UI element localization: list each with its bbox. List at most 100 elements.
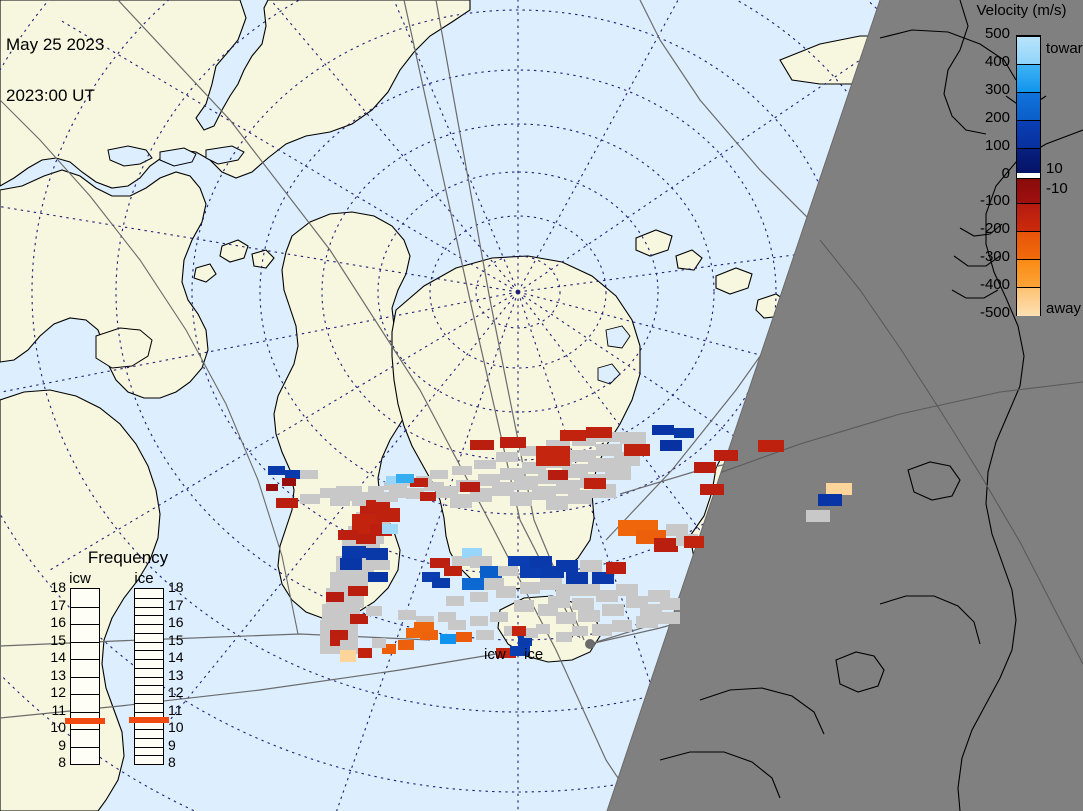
velocity-cell [282,478,296,486]
velocity-cell [416,616,434,626]
frequency-tick-left-13: 13 [50,666,66,683]
velocity-cell [674,428,694,438]
velocity-cell [398,488,418,498]
frequency-gridline [135,676,163,678]
frequency-gridline [135,606,163,608]
velocity-zero-lower-label: -10 [1046,180,1068,197]
velocity-tick--400: -400 [979,276,1010,294]
velocity-cell [592,624,612,636]
frequency-gridline [71,711,99,713]
velocity-cell [560,430,586,441]
velocity-cell [382,524,398,534]
frequency-legend-title: Frequency [87,548,169,567]
timestamp-time: 2023:00 UT [6,86,95,105]
velocity-tick-200: 200 [984,108,1010,126]
velocity-cell [420,630,438,640]
velocity-cell [340,640,354,650]
velocity-cell [514,600,534,612]
frequency-gridline [135,711,163,713]
frequency-tick-right-8: 8 [168,754,176,770]
frequency-marker-ice [129,717,169,724]
velocity-cell [432,578,450,588]
velocity-band-10 [1017,287,1040,316]
velocity-cell [372,638,386,648]
frequency-tick-right-15: 15 [168,631,184,648]
velocity-cell [330,630,348,640]
velocity-cell [430,558,450,568]
frequency-tick-left-8: 8 [58,754,66,770]
velocity-band-0 [1017,36,1040,65]
velocity-cell [340,558,362,570]
velocity-cell [580,560,602,572]
map-limb [0,99,299,635]
frequency-gridline [135,702,163,704]
frequency-tick-right-13: 13 [168,666,184,683]
frequency-gridline [135,615,163,617]
velocity-cell [572,626,588,636]
velocity-cell [460,482,480,492]
frequency-gridline [135,659,163,660]
velocity-cell [450,494,472,508]
velocity-cell [496,586,516,598]
frequency-bar-label-ice: ice [134,570,154,587]
velocity-cell [546,440,570,450]
velocity-cell [326,592,344,602]
velocity-band-1 [1017,63,1040,93]
frequency-bar-label-icw: icw [69,570,91,587]
frequency-tick-left-14: 14 [50,649,66,665]
velocity-tick-0: 0 [1001,164,1010,182]
velocity-tick-500: 500 [984,25,1010,42]
velocity-cell [444,566,462,576]
velocity-cell [530,556,552,568]
frequency-gridline [71,676,99,678]
velocity-cell [448,620,466,630]
velocity-cell [382,644,396,654]
velocity-cell [398,640,414,650]
frequency-tick-right-12: 12 [168,684,184,700]
frequency-tick-right-17: 17 [168,596,184,613]
velocity-cell [658,612,680,624]
velocity-band-5 [1017,172,1040,179]
velocity-tick--500: -500 [979,304,1010,321]
velocity-cell [462,548,482,558]
velocity-cell [612,620,632,632]
velocity-cell [660,440,682,451]
velocity-cell [422,572,440,582]
velocity-cell [520,446,544,456]
velocity-cell [498,566,518,576]
velocity-cell [490,612,508,622]
velocity-cell [596,590,618,602]
velocity-cell [470,592,488,602]
timestamp-date: May 25 2023 [6,35,105,54]
frequency-tick-left-16: 16 [50,614,66,630]
velocity-cell [376,492,398,502]
velocity-cell [556,612,576,624]
velocity-cell [368,572,388,582]
velocity-cell [430,470,448,479]
velocity-colorbar-title: Velocity (m/s) [976,2,1067,19]
frequency-gridline [135,694,163,695]
velocity-cell [410,478,428,487]
velocity-cell [492,482,514,496]
frequency-tick-right-9: 9 [168,736,176,753]
frequency-gridline [71,729,99,730]
frequency-gridline [135,632,163,634]
velocity-cell [300,470,318,479]
velocity-cell [652,425,674,435]
velocity-cell [456,632,472,642]
frequency-gridline [71,746,99,748]
velocity-cell [366,606,382,616]
velocity-cell [358,648,372,658]
frequency-gridline [135,746,163,748]
timestamp: May 25 2023 2023:00 UT [6,2,104,138]
velocity-cell [424,482,444,491]
velocity-cell [758,440,784,452]
frequency-tick-right-18: 18 [168,579,184,595]
velocity-cell [636,616,658,628]
velocity-cell [420,492,436,501]
frequency-gridline [135,685,163,687]
velocity-cell [566,572,588,584]
velocity-cell [578,610,600,622]
velocity-cell [578,584,600,596]
